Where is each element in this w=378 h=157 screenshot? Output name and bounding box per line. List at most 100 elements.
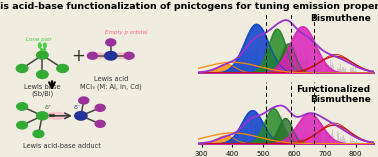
Bar [342, 67, 343, 73]
Bar [302, 60, 303, 73]
Bar [283, 131, 284, 144]
Bar [366, 72, 367, 73]
Bar [216, 70, 217, 73]
Bar [208, 143, 209, 144]
Bar [325, 137, 326, 144]
Bar [321, 62, 322, 73]
Bar [291, 130, 292, 144]
Bar [294, 52, 295, 73]
Bar [354, 71, 355, 73]
Bar [233, 140, 234, 144]
Circle shape [106, 39, 116, 46]
Bar [277, 118, 278, 144]
Text: Lewis acid-base functionalization of pnictogens for tuning emission properties: Lewis acid-base functionalization of pni… [0, 2, 378, 11]
Bar [277, 46, 278, 73]
Bar [268, 132, 269, 144]
Bar [304, 133, 305, 144]
Ellipse shape [46, 112, 65, 119]
Circle shape [79, 97, 89, 104]
Bar [342, 137, 343, 144]
Bar [293, 132, 294, 144]
Bar [258, 48, 259, 73]
Bar [272, 59, 273, 73]
Bar [243, 56, 244, 73]
Bar [346, 68, 347, 73]
Bar [284, 38, 285, 73]
Bar [354, 141, 355, 144]
Bar [258, 129, 259, 144]
Bar [295, 137, 296, 144]
Bar [241, 137, 242, 144]
Bar [214, 143, 215, 144]
Bar [338, 69, 339, 73]
Bar [296, 50, 297, 73]
Bar [371, 143, 372, 144]
Bar [319, 64, 320, 73]
Circle shape [124, 52, 134, 59]
Bar [255, 124, 256, 144]
Bar [218, 142, 219, 144]
Circle shape [57, 64, 68, 72]
Bar [242, 66, 243, 73]
Bar [231, 66, 232, 73]
Bar [350, 137, 351, 144]
Bar [222, 140, 223, 144]
Bar [233, 67, 234, 73]
Bar [240, 61, 241, 73]
Bar [220, 71, 221, 73]
Bar [355, 67, 356, 73]
Bar [267, 133, 268, 144]
Bar [329, 134, 330, 144]
Bar [245, 63, 246, 73]
Bar [282, 131, 283, 144]
Bar [276, 53, 277, 73]
Bar [210, 72, 211, 73]
Bar [307, 55, 308, 73]
Bar [313, 60, 314, 73]
Bar [309, 60, 310, 73]
Bar [309, 127, 310, 144]
Bar [263, 52, 264, 73]
Bar [336, 139, 337, 144]
Bar [229, 69, 230, 73]
Bar [267, 48, 268, 73]
Bar [299, 137, 300, 144]
Bar [265, 131, 266, 144]
Bar [356, 140, 357, 144]
Bar [311, 58, 312, 73]
Bar [228, 68, 229, 73]
Bar [247, 64, 248, 73]
Circle shape [17, 121, 28, 129]
Bar [291, 51, 292, 73]
Bar [368, 72, 369, 73]
Bar [215, 141, 216, 144]
Bar [334, 138, 335, 144]
Bar [270, 57, 271, 73]
Ellipse shape [39, 43, 41, 48]
Bar [232, 69, 233, 73]
Bar [254, 134, 255, 144]
Bar [320, 132, 321, 144]
Bar [280, 125, 281, 144]
Bar [264, 133, 265, 144]
Bar [269, 50, 270, 73]
Bar [224, 140, 225, 144]
Bar [306, 62, 307, 73]
Bar [338, 133, 339, 144]
Bar [330, 60, 331, 73]
Bar [343, 135, 344, 144]
Bar [243, 133, 244, 144]
Bar [274, 52, 275, 73]
Bar [327, 137, 328, 144]
Bar [279, 53, 280, 73]
Bar [230, 69, 231, 73]
Bar [346, 135, 347, 144]
Bar [279, 127, 280, 144]
Bar [281, 46, 282, 73]
Bar [221, 142, 222, 144]
Bar [219, 70, 220, 73]
Bar [339, 139, 340, 144]
Bar [350, 68, 351, 73]
Bar [315, 133, 316, 144]
Bar [255, 60, 256, 73]
